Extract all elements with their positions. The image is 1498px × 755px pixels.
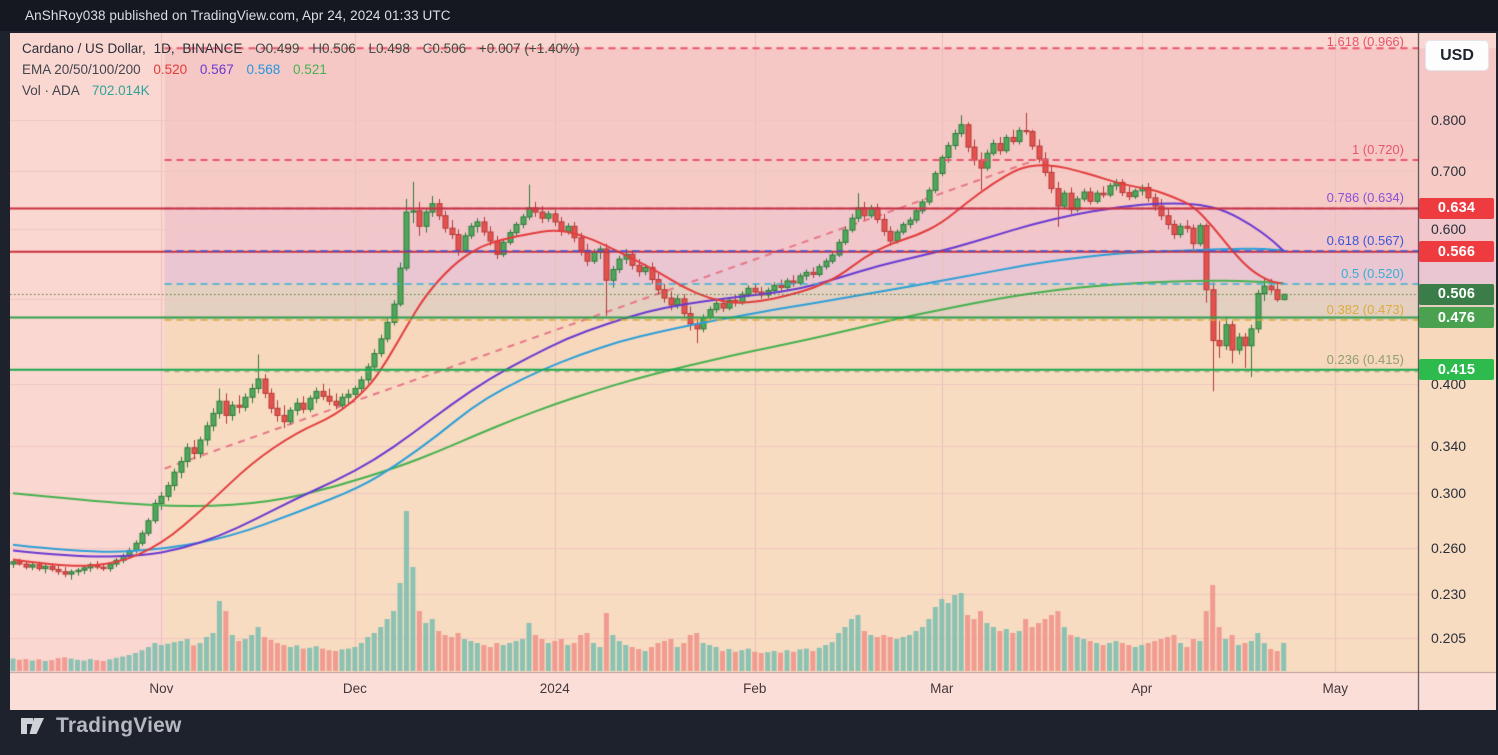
month-label: Mar bbox=[930, 681, 954, 696]
ema100-value: 0.568 bbox=[246, 62, 281, 77]
interval-label: 1D, bbox=[153, 41, 175, 56]
ema200-value: 0.521 bbox=[293, 62, 327, 77]
price-tick: 0.260 bbox=[1431, 539, 1467, 556]
month-label: 2024 bbox=[539, 681, 570, 696]
month-label: Feb bbox=[743, 681, 767, 696]
price-tick: 0.340 bbox=[1431, 437, 1467, 454]
tradingview-wordmark: TradingView bbox=[56, 714, 182, 737]
month-label: Apr bbox=[1131, 681, 1153, 696]
price-axis[interactable]: USD 0.800 0.700 0.600 0.400 0.340 0.300 0.260 0… bbox=[1418, 33, 1496, 710]
fib-label: 0.786 (0.634) bbox=[1326, 190, 1404, 206]
legend-ema-row[interactable]: EMA 20/50/100/200 0.520 0.567 0.568 0.52… bbox=[22, 59, 580, 80]
price-tick: 0.700 bbox=[1431, 162, 1467, 179]
tradingview-watermark[interactable]: TradingView bbox=[20, 714, 182, 738]
legend: Cardano / US Dollar, 1D, BINANCE O0.499 … bbox=[22, 38, 580, 101]
symbol-name: Cardano / US Dollar, bbox=[22, 41, 146, 56]
volume-label: Vol · ADA bbox=[22, 83, 80, 98]
ema50-value: 0.567 bbox=[199, 62, 234, 77]
month-label: May bbox=[1322, 681, 1349, 696]
price-badge: 0.634 bbox=[1419, 197, 1494, 219]
price-badge: 0.476 bbox=[1419, 307, 1494, 329]
price-tick: 0.205 bbox=[1431, 630, 1467, 646]
month-label: Dec bbox=[342, 681, 367, 696]
close-value: 0.506 bbox=[432, 41, 467, 56]
month-label: Nov bbox=[149, 681, 174, 696]
open-value: 0.499 bbox=[265, 41, 300, 56]
usd-button[interactable]: USD bbox=[1425, 40, 1489, 71]
high-value: 0.506 bbox=[321, 41, 356, 56]
chart-canvas[interactable] bbox=[10, 33, 1496, 710]
price-badge: 0.415 bbox=[1419, 359, 1494, 381]
legend-symbol-row[interactable]: Cardano / US Dollar, 1D, BINANCE O0.499 … bbox=[22, 38, 580, 59]
fib-label: 1.618 (0.966) bbox=[1326, 34, 1404, 49]
tradingview-logo-icon bbox=[21, 718, 44, 734]
price-tick: 0.600 bbox=[1431, 221, 1467, 238]
attribution-text: AnShRoy038 published on TradingView.com,… bbox=[25, 8, 451, 23]
high-label: H bbox=[312, 41, 322, 56]
fib-label: 0.382 (0.473) bbox=[1326, 301, 1404, 317]
open-label: O bbox=[255, 41, 266, 56]
change-value: +0.007 (+1.40%) bbox=[478, 41, 580, 56]
close-label: C bbox=[422, 41, 433, 56]
volume-value: 702.014K bbox=[91, 83, 150, 98]
fib-label: 0.5 (0.520) bbox=[1341, 265, 1404, 281]
chart-area: Cardano / US Dollar, 1D, BINANCE O0.499 … bbox=[10, 33, 1496, 710]
low-value: 0.498 bbox=[376, 41, 410, 56]
header-bar: AnShRoy038 published on TradingView.com,… bbox=[0, 0, 1498, 31]
ema-label: EMA 20/50/100/200 bbox=[22, 62, 141, 77]
price-tick: 0.230 bbox=[1431, 586, 1467, 603]
fib-label: 0.236 (0.415) bbox=[1326, 351, 1404, 367]
exchange-label: BINANCE bbox=[182, 41, 243, 56]
legend-volume-row[interactable]: Vol · ADA 702.014K bbox=[22, 80, 580, 101]
price-badge: 0.566 bbox=[1419, 241, 1494, 263]
fib-label: 1 (0.720) bbox=[1351, 142, 1404, 158]
fib-label: 0.618 (0.567) bbox=[1326, 232, 1404, 248]
price-tick: 0.800 bbox=[1431, 112, 1467, 128]
price-badge: 0.506 bbox=[1419, 283, 1494, 305]
low-label: L bbox=[368, 41, 377, 56]
time-axis[interactable]: Nov Dec 2024 Feb Mar Apr May bbox=[10, 672, 1418, 710]
ema20-value: 0.520 bbox=[153, 62, 188, 77]
price-tick: 0.300 bbox=[1431, 485, 1467, 502]
